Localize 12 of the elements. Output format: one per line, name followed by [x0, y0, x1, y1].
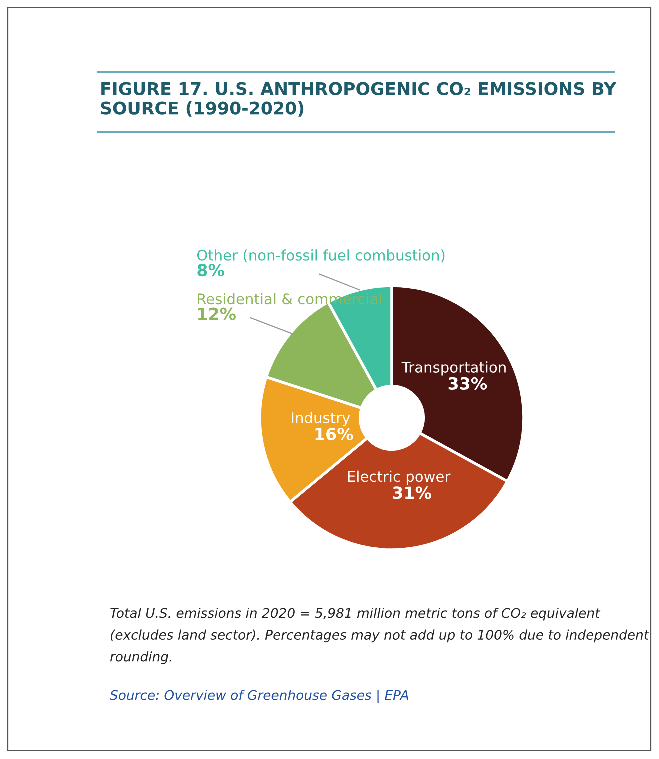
data-label: 8% — [198, 264, 224, 277]
slice-label: Transportation — [402, 362, 506, 376]
slice-label: Industry — [292, 412, 350, 426]
data-label: 33% — [448, 377, 488, 390]
chart-title: FIGURE 17. U.S. ANTHROPOGENIC CO₂ EMISSIONS BY SOURCE (1990-2020) — [101, 82, 617, 117]
slice-label: Other (non-fossil fuel combustion) — [197, 250, 445, 263]
data-label: 12% — [198, 308, 236, 320]
data-label: 16% — [316, 428, 354, 441]
source-note: Source: Overview of Greenhouse Gases | EPA — [110, 690, 408, 704]
slice-label: Electric power — [348, 470, 451, 485]
data-label: 31% — [393, 486, 432, 500]
text: Total U.S. emissions in 2020 = 5,981 million metric tons of CO₂ equivalent (excludes land sector). Percentages may not add up to 100% due to independent rounding. — [110, 608, 650, 664]
